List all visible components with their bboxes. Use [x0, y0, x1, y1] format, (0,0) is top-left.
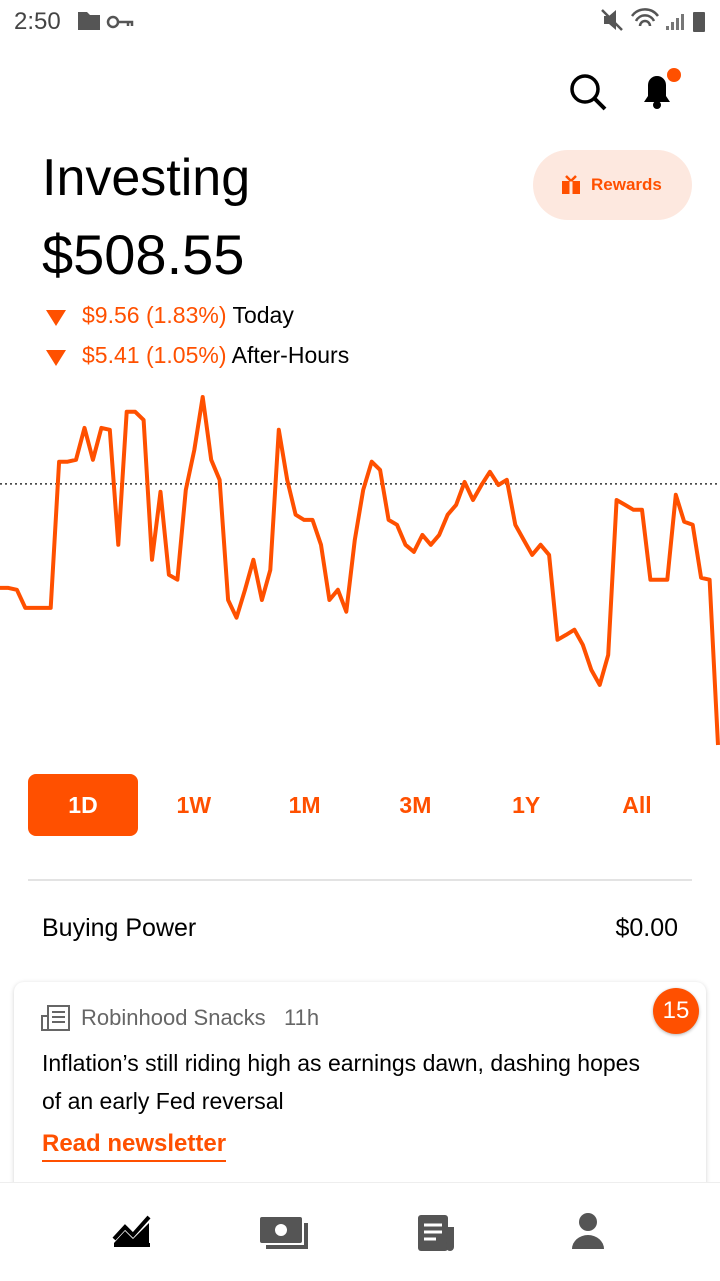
range-button[interactable]: 3M — [399, 792, 432, 818]
rewards-label: Rewards — [591, 175, 662, 194]
down-arrow — [46, 349, 66, 366]
price-line — [0, 395, 720, 746]
notification-icon[interactable] — [638, 66, 684, 112]
nav-cash[interactable] — [258, 1215, 310, 1251]
search-icon[interactable] — [568, 72, 608, 112]
down-arrow-shape — [46, 349, 66, 366]
portfolio-chart — [0, 395, 720, 746]
news-headline: Inflation’s still riding high as earning… — [42, 1050, 640, 1114]
rewards-button[interactable]: Rewards — [533, 150, 692, 220]
range-button[interactable]: 1Y — [512, 792, 541, 818]
change-row: $5.41 (1.05%) After-Hours — [44, 342, 349, 369]
down-arrow-shape — [46, 309, 66, 326]
news-source-row: Robinhood Snacks 11h — [81, 1005, 319, 1031]
down-arrow — [46, 309, 66, 326]
range-button[interactable]: All — [622, 792, 652, 818]
news-time: 11h — [284, 1005, 320, 1030]
change-label: After-Hours — [231, 342, 350, 368]
bottom-nav — [0, 1182, 720, 1281]
buying-power-value: $0.00 — [615, 914, 678, 942]
nav-news[interactable] — [416, 1213, 456, 1253]
read-newsletter-link[interactable]: Read newsletter — [42, 1130, 227, 1162]
range-button[interactable]: 1M — [288, 792, 321, 818]
gift-icon — [562, 175, 580, 194]
status-time: 2:50 — [14, 8, 61, 35]
page-title: Investing — [42, 149, 251, 207]
change-row: $9.56 (1.83%) Today — [44, 302, 294, 329]
nav-investing[interactable] — [112, 1213, 152, 1249]
range-button[interactable]: 1D — [28, 774, 138, 836]
status-icons-right — [601, 8, 705, 32]
portfolio-value: $508.55 — [42, 223, 245, 286]
change-amount: $9.56 (1.83%) — [82, 302, 227, 328]
buying-power-label: Buying Power — [42, 914, 197, 942]
news-card[interactable]: Robinhood Snacks 11h Inflation’s still r… — [14, 982, 706, 1242]
news-badge: 15 — [653, 988, 699, 1034]
news-icon — [41, 1005, 70, 1031]
nav-account[interactable] — [570, 1211, 606, 1251]
range-button[interactable]: 1W — [176, 792, 212, 818]
news-source: Robinhood Snacks — [81, 1005, 266, 1030]
divider — [28, 879, 692, 881]
change-amount: $5.41 (1.05%) — [82, 342, 227, 368]
change-label: Today — [232, 302, 294, 328]
status-icons-left — [78, 12, 134, 30]
